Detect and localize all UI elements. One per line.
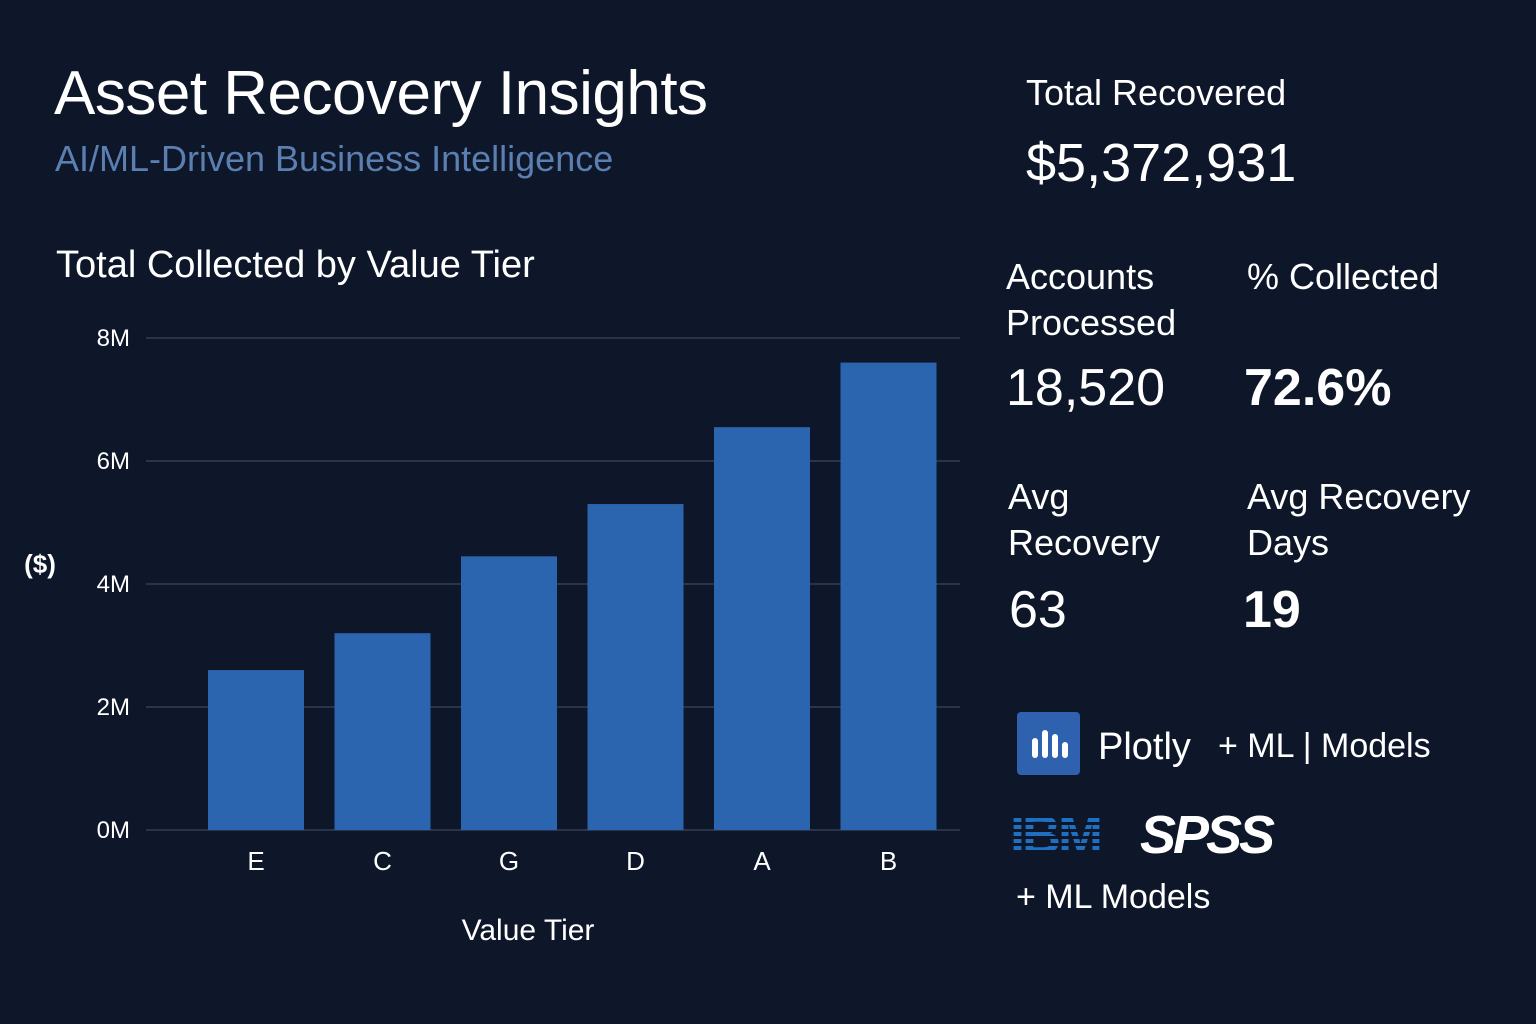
spss-logo: SPSS <box>1140 805 1275 865</box>
x-tick-label: A <box>753 846 771 876</box>
x-axis-label: Value Tier <box>462 914 595 947</box>
avg-recovery-days-value: 19 <box>1243 581 1301 639</box>
bar <box>334 633 431 830</box>
y-tick-label: 4M <box>97 571 130 598</box>
y-axis-label: ($) <box>24 549 56 579</box>
avg-recovery-days-label-line2: Days <box>1247 522 1330 563</box>
x-tick-label: G <box>499 846 519 876</box>
plotly-logo-text: Plotly <box>1098 726 1191 768</box>
accounts-processed-label: Accounts Processed <box>1006 254 1176 346</box>
page-subtitle: AI/ML-Driven Business Intelligence <box>55 138 614 179</box>
bar <box>587 504 684 830</box>
accounts-processed-label-line1: Accounts <box>1006 256 1155 297</box>
bar <box>840 362 937 830</box>
accounts-processed-value: 18,520 <box>1006 359 1166 417</box>
accounts-processed-label-line2: Processed <box>1006 302 1177 343</box>
avg-recovery-days-label-line1: Avg Recovery <box>1247 476 1471 517</box>
total-recovered-label: Total Recovered <box>1026 72 1287 113</box>
pct-collected-value: 72.6% <box>1244 359 1392 417</box>
total-recovered-value: $5,372,931 <box>1026 133 1297 193</box>
bar <box>461 556 557 830</box>
x-tick-label: D <box>626 846 645 876</box>
avg-recovery-label-line2: Recovery <box>1008 522 1161 563</box>
x-tick-label: C <box>373 846 392 876</box>
bar <box>208 670 304 830</box>
pct-collected-label: % Collected <box>1247 256 1440 297</box>
x-tick-label: B <box>880 846 897 876</box>
bar-chart: 0M 2M 4M 6M 8M E C G D A B Value Tier ($) <box>24 325 960 947</box>
ibm-logo: IBM <box>1010 805 1103 865</box>
plotly-ml-models-text: + ML | Models <box>1218 727 1431 765</box>
y-tick-label: 2M <box>97 694 130 721</box>
spss-ml-models-text: + ML Models <box>1016 878 1211 916</box>
y-tick-label: 6M <box>97 448 130 475</box>
y-tick-label: 0M <box>97 817 130 844</box>
y-tick-label: 8M <box>97 325 130 352</box>
bar <box>714 427 810 830</box>
chart-title: Total Collected by Value Tier <box>56 244 535 286</box>
bar-chart-icon <box>1017 712 1080 775</box>
x-tick-label: E <box>247 846 264 876</box>
page-title: Asset Recovery Insights <box>54 59 708 128</box>
avg-recovery-label: Avg Recovery <box>1008 474 1160 566</box>
avg-recovery-days-label: Avg Recovery Days <box>1247 474 1470 566</box>
avg-recovery-value: 63 <box>1009 581 1067 639</box>
avg-recovery-label-line1: Avg <box>1008 476 1070 517</box>
